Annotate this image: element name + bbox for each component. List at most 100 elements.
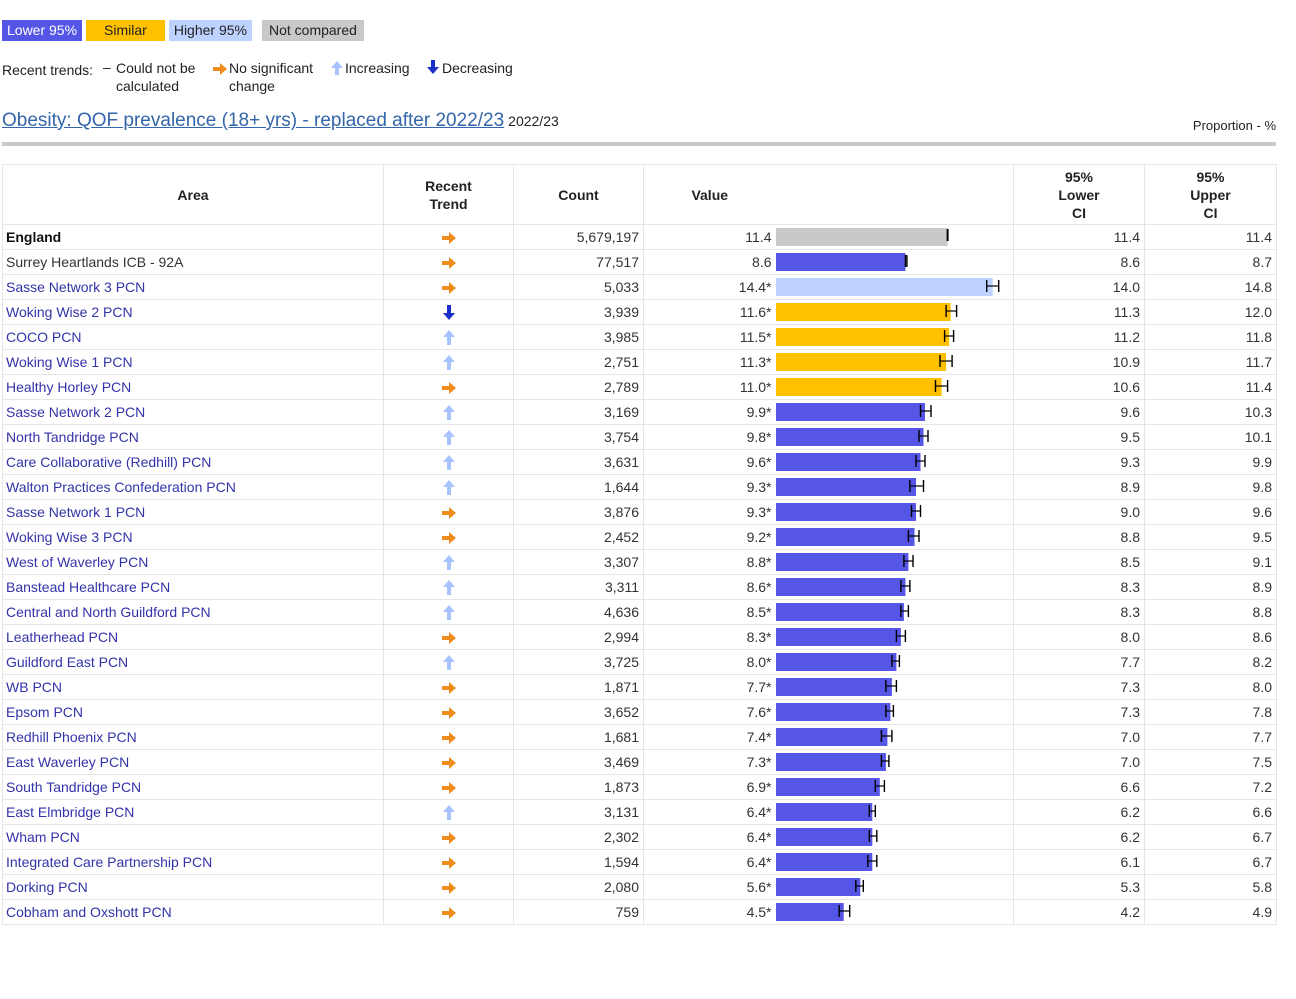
right-arrow-icon[interactable] bbox=[383, 699, 514, 725]
col-header-recent-trend[interactable]: Recent Trend bbox=[383, 164, 514, 225]
area-name[interactable]: Dorking PCN bbox=[2, 874, 384, 900]
up-arrow-icon[interactable] bbox=[383, 799, 514, 825]
right-arrow-icon[interactable] bbox=[383, 824, 514, 850]
value-bar[interactable] bbox=[775, 325, 1014, 349]
area-name[interactable]: Walton Practices Confederation PCN bbox=[2, 474, 384, 500]
bar-cell bbox=[775, 799, 1014, 825]
value-cell: 7.3* bbox=[643, 749, 776, 775]
col-header-count[interactable]: Count bbox=[513, 164, 644, 225]
col-header-area[interactable]: Area bbox=[2, 164, 384, 225]
up-arrow-icon[interactable] bbox=[383, 349, 514, 375]
value-bar[interactable] bbox=[775, 300, 1014, 324]
col-header-upper-ci[interactable]: 95% Upper CI bbox=[1144, 164, 1277, 225]
bar-rect bbox=[775, 528, 914, 546]
down-arrow-icon[interactable] bbox=[383, 299, 514, 325]
area-name[interactable]: Sasse Network 1 PCN bbox=[2, 499, 384, 525]
ci-error-bar bbox=[919, 405, 932, 417]
area-name[interactable]: Cobham and Oxshott PCN bbox=[2, 899, 384, 925]
value-bar[interactable] bbox=[775, 425, 1014, 449]
value-bar[interactable] bbox=[775, 400, 1014, 424]
col-header-lower-ci[interactable]: 95% Lower CI bbox=[1013, 164, 1145, 225]
table-row: South Tandridge PCN 1,873 6.9* 6.6 7.2 bbox=[2, 774, 1277, 800]
up-arrow-icon[interactable] bbox=[383, 324, 514, 350]
up-arrow-icon[interactable] bbox=[383, 649, 514, 675]
area-name[interactable]: Woking Wise 1 PCN bbox=[2, 349, 384, 375]
area-name[interactable]: Sasse Network 2 PCN bbox=[2, 399, 384, 425]
value-bar[interactable] bbox=[775, 525, 1014, 549]
right-arrow-icon[interactable] bbox=[383, 249, 514, 275]
value-bar[interactable] bbox=[775, 900, 1014, 924]
right-arrow-icon[interactable] bbox=[383, 674, 514, 700]
area-name[interactable]: COCO PCN bbox=[2, 324, 384, 350]
value-bar[interactable] bbox=[775, 675, 1014, 699]
right-arrow-icon[interactable] bbox=[383, 524, 514, 550]
value-bar[interactable] bbox=[775, 650, 1014, 674]
area-name[interactable]: Integrated Care Partnership PCN bbox=[2, 849, 384, 875]
value-bar[interactable] bbox=[775, 275, 1014, 299]
up-arrow-icon[interactable] bbox=[383, 449, 514, 475]
right-arrow-icon[interactable] bbox=[383, 224, 514, 250]
value-bar[interactable] bbox=[775, 625, 1014, 649]
value-bar[interactable] bbox=[775, 600, 1014, 624]
area-name[interactable]: South Tandridge PCN bbox=[2, 774, 384, 800]
area-name[interactable]: East Elmbridge PCN bbox=[2, 799, 384, 825]
value-bar[interactable] bbox=[775, 250, 1014, 274]
lower-ci-cell: 7.7 bbox=[1013, 649, 1145, 675]
right-arrow-icon[interactable] bbox=[383, 849, 514, 875]
value-bar[interactable] bbox=[775, 725, 1014, 749]
area-name[interactable]: Healthy Horley PCN bbox=[2, 374, 384, 400]
up-arrow-icon[interactable] bbox=[383, 399, 514, 425]
area-name[interactable]: WB PCN bbox=[2, 674, 384, 700]
right-arrow-icon[interactable] bbox=[383, 774, 514, 800]
value-bar[interactable] bbox=[775, 750, 1014, 774]
value-bar[interactable] bbox=[775, 875, 1014, 899]
area-name[interactable]: Guildford East PCN bbox=[2, 649, 384, 675]
area-name[interactable]: Central and North Guildford PCN bbox=[2, 599, 384, 625]
area-name[interactable]: Woking Wise 3 PCN bbox=[2, 524, 384, 550]
area-name[interactable]: Leatherhead PCN bbox=[2, 624, 384, 650]
right-arrow-icon[interactable] bbox=[383, 749, 514, 775]
area-name[interactable]: Sasse Network 3 PCN bbox=[2, 274, 384, 300]
value-bar[interactable] bbox=[775, 225, 1014, 249]
area-name[interactable]: Redhill Phoenix PCN bbox=[2, 724, 384, 750]
area-name[interactable]: Banstead Healthcare PCN bbox=[2, 574, 384, 600]
right-arrow-icon[interactable] bbox=[383, 274, 514, 300]
up-arrow-icon[interactable] bbox=[383, 474, 514, 500]
value-bar[interactable] bbox=[775, 800, 1014, 824]
value-bar[interactable] bbox=[775, 450, 1014, 474]
indicator-title-link[interactable]: Obesity: QOF prevalence (18+ yrs) - repl… bbox=[2, 110, 505, 131]
right-arrow-icon[interactable] bbox=[383, 724, 514, 750]
up-arrow-icon[interactable] bbox=[383, 599, 514, 625]
area-name[interactable]: Woking Wise 2 PCN bbox=[2, 299, 384, 325]
value-bar[interactable] bbox=[775, 825, 1014, 849]
up-arrow-icon[interactable] bbox=[383, 424, 514, 450]
value-bar[interactable] bbox=[775, 550, 1014, 574]
col-header-value[interactable]: Value bbox=[643, 164, 776, 225]
up-arrow-icon[interactable] bbox=[383, 574, 514, 600]
value-bar[interactable] bbox=[775, 775, 1014, 799]
bar-cell bbox=[775, 424, 1014, 450]
right-arrow-icon[interactable] bbox=[383, 374, 514, 400]
area-name[interactable]: East Waverley PCN bbox=[2, 749, 384, 775]
area-name[interactable]: North Tandridge PCN bbox=[2, 424, 384, 450]
area-name[interactable]: Care Collaborative (Redhill) PCN bbox=[2, 449, 384, 475]
value-bar[interactable] bbox=[775, 350, 1014, 374]
upper-ci-cell: 11.8 bbox=[1144, 324, 1277, 350]
value-bar[interactable] bbox=[775, 700, 1014, 724]
value-bar[interactable] bbox=[775, 850, 1014, 874]
right-arrow-icon[interactable] bbox=[383, 499, 514, 525]
col-header-chart bbox=[775, 164, 1014, 225]
value-bar[interactable] bbox=[775, 500, 1014, 524]
area-name[interactable]: Wham PCN bbox=[2, 824, 384, 850]
ci-error-bar bbox=[895, 630, 906, 642]
up-arrow-icon[interactable] bbox=[383, 549, 514, 575]
value-bar[interactable] bbox=[775, 375, 1014, 399]
value-bar[interactable] bbox=[775, 475, 1014, 499]
area-name[interactable]: Epsom PCN bbox=[2, 699, 384, 725]
value-bar[interactable] bbox=[775, 575, 1014, 599]
bar-rect bbox=[775, 828, 872, 846]
area-name[interactable]: West of Waverley PCN bbox=[2, 549, 384, 575]
right-arrow-icon[interactable] bbox=[383, 624, 514, 650]
right-arrow-icon[interactable] bbox=[383, 874, 514, 900]
right-arrow-icon[interactable] bbox=[383, 899, 514, 925]
